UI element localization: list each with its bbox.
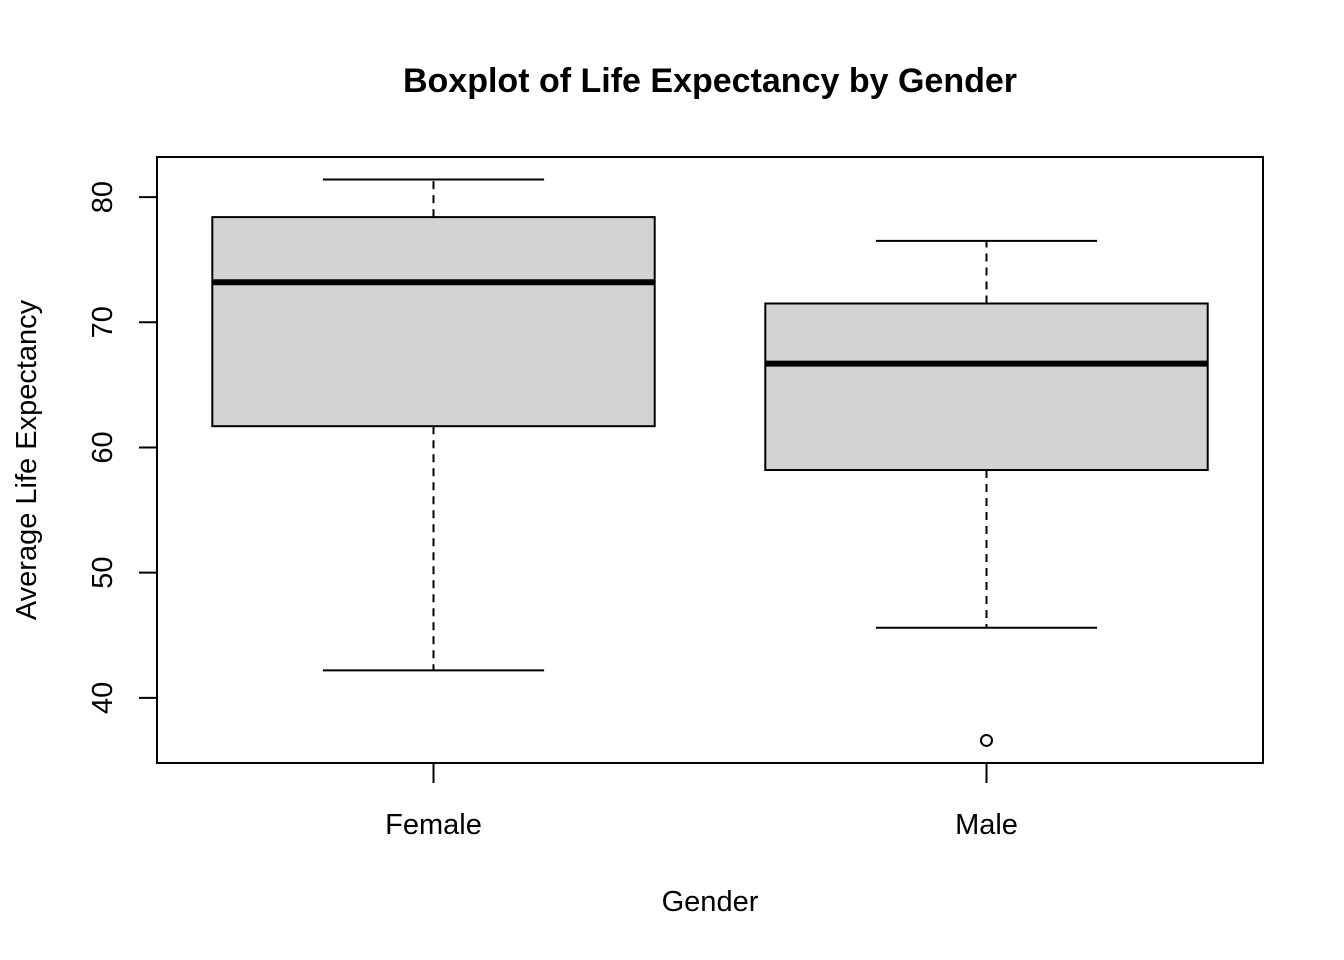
iqr-box	[211, 216, 656, 428]
box-group-layer	[211, 178, 1209, 747]
y-tick-label: 40	[87, 682, 119, 714]
y-tick-label: 60	[87, 431, 119, 463]
y-axis: 40 50 60 70 80	[87, 181, 158, 714]
outlier-point	[980, 733, 993, 747]
y-axis-label: Average Life Expectancy	[11, 299, 43, 620]
y-tick-label: 50	[87, 557, 119, 589]
iqr-box	[764, 302, 1209, 472]
box-female	[211, 178, 656, 672]
x-axis: Female Male	[385, 763, 1018, 841]
x-tick-label-female: Female	[385, 809, 482, 841]
x-axis-label: Gender	[662, 886, 759, 918]
box-male	[764, 239, 1209, 747]
chart-title: Boxplot of Life Expectancy by Gender	[403, 62, 1017, 100]
y-tick-label: 70	[87, 306, 119, 338]
x-tick-label-male: Male	[955, 809, 1018, 841]
y-tick-label: 80	[87, 181, 119, 213]
